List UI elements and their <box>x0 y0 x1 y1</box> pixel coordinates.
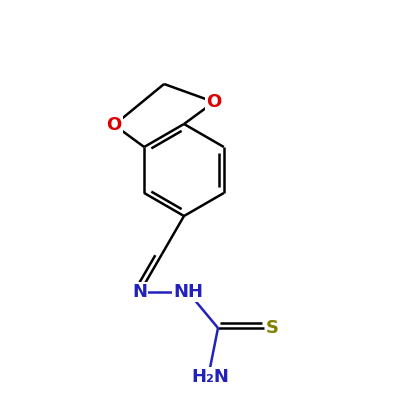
Text: N: N <box>132 283 148 301</box>
Text: NH: NH <box>173 283 203 301</box>
Text: O: O <box>106 116 122 134</box>
Text: O: O <box>206 93 222 111</box>
Text: H₂N: H₂N <box>191 368 229 386</box>
Text: S: S <box>266 319 279 337</box>
